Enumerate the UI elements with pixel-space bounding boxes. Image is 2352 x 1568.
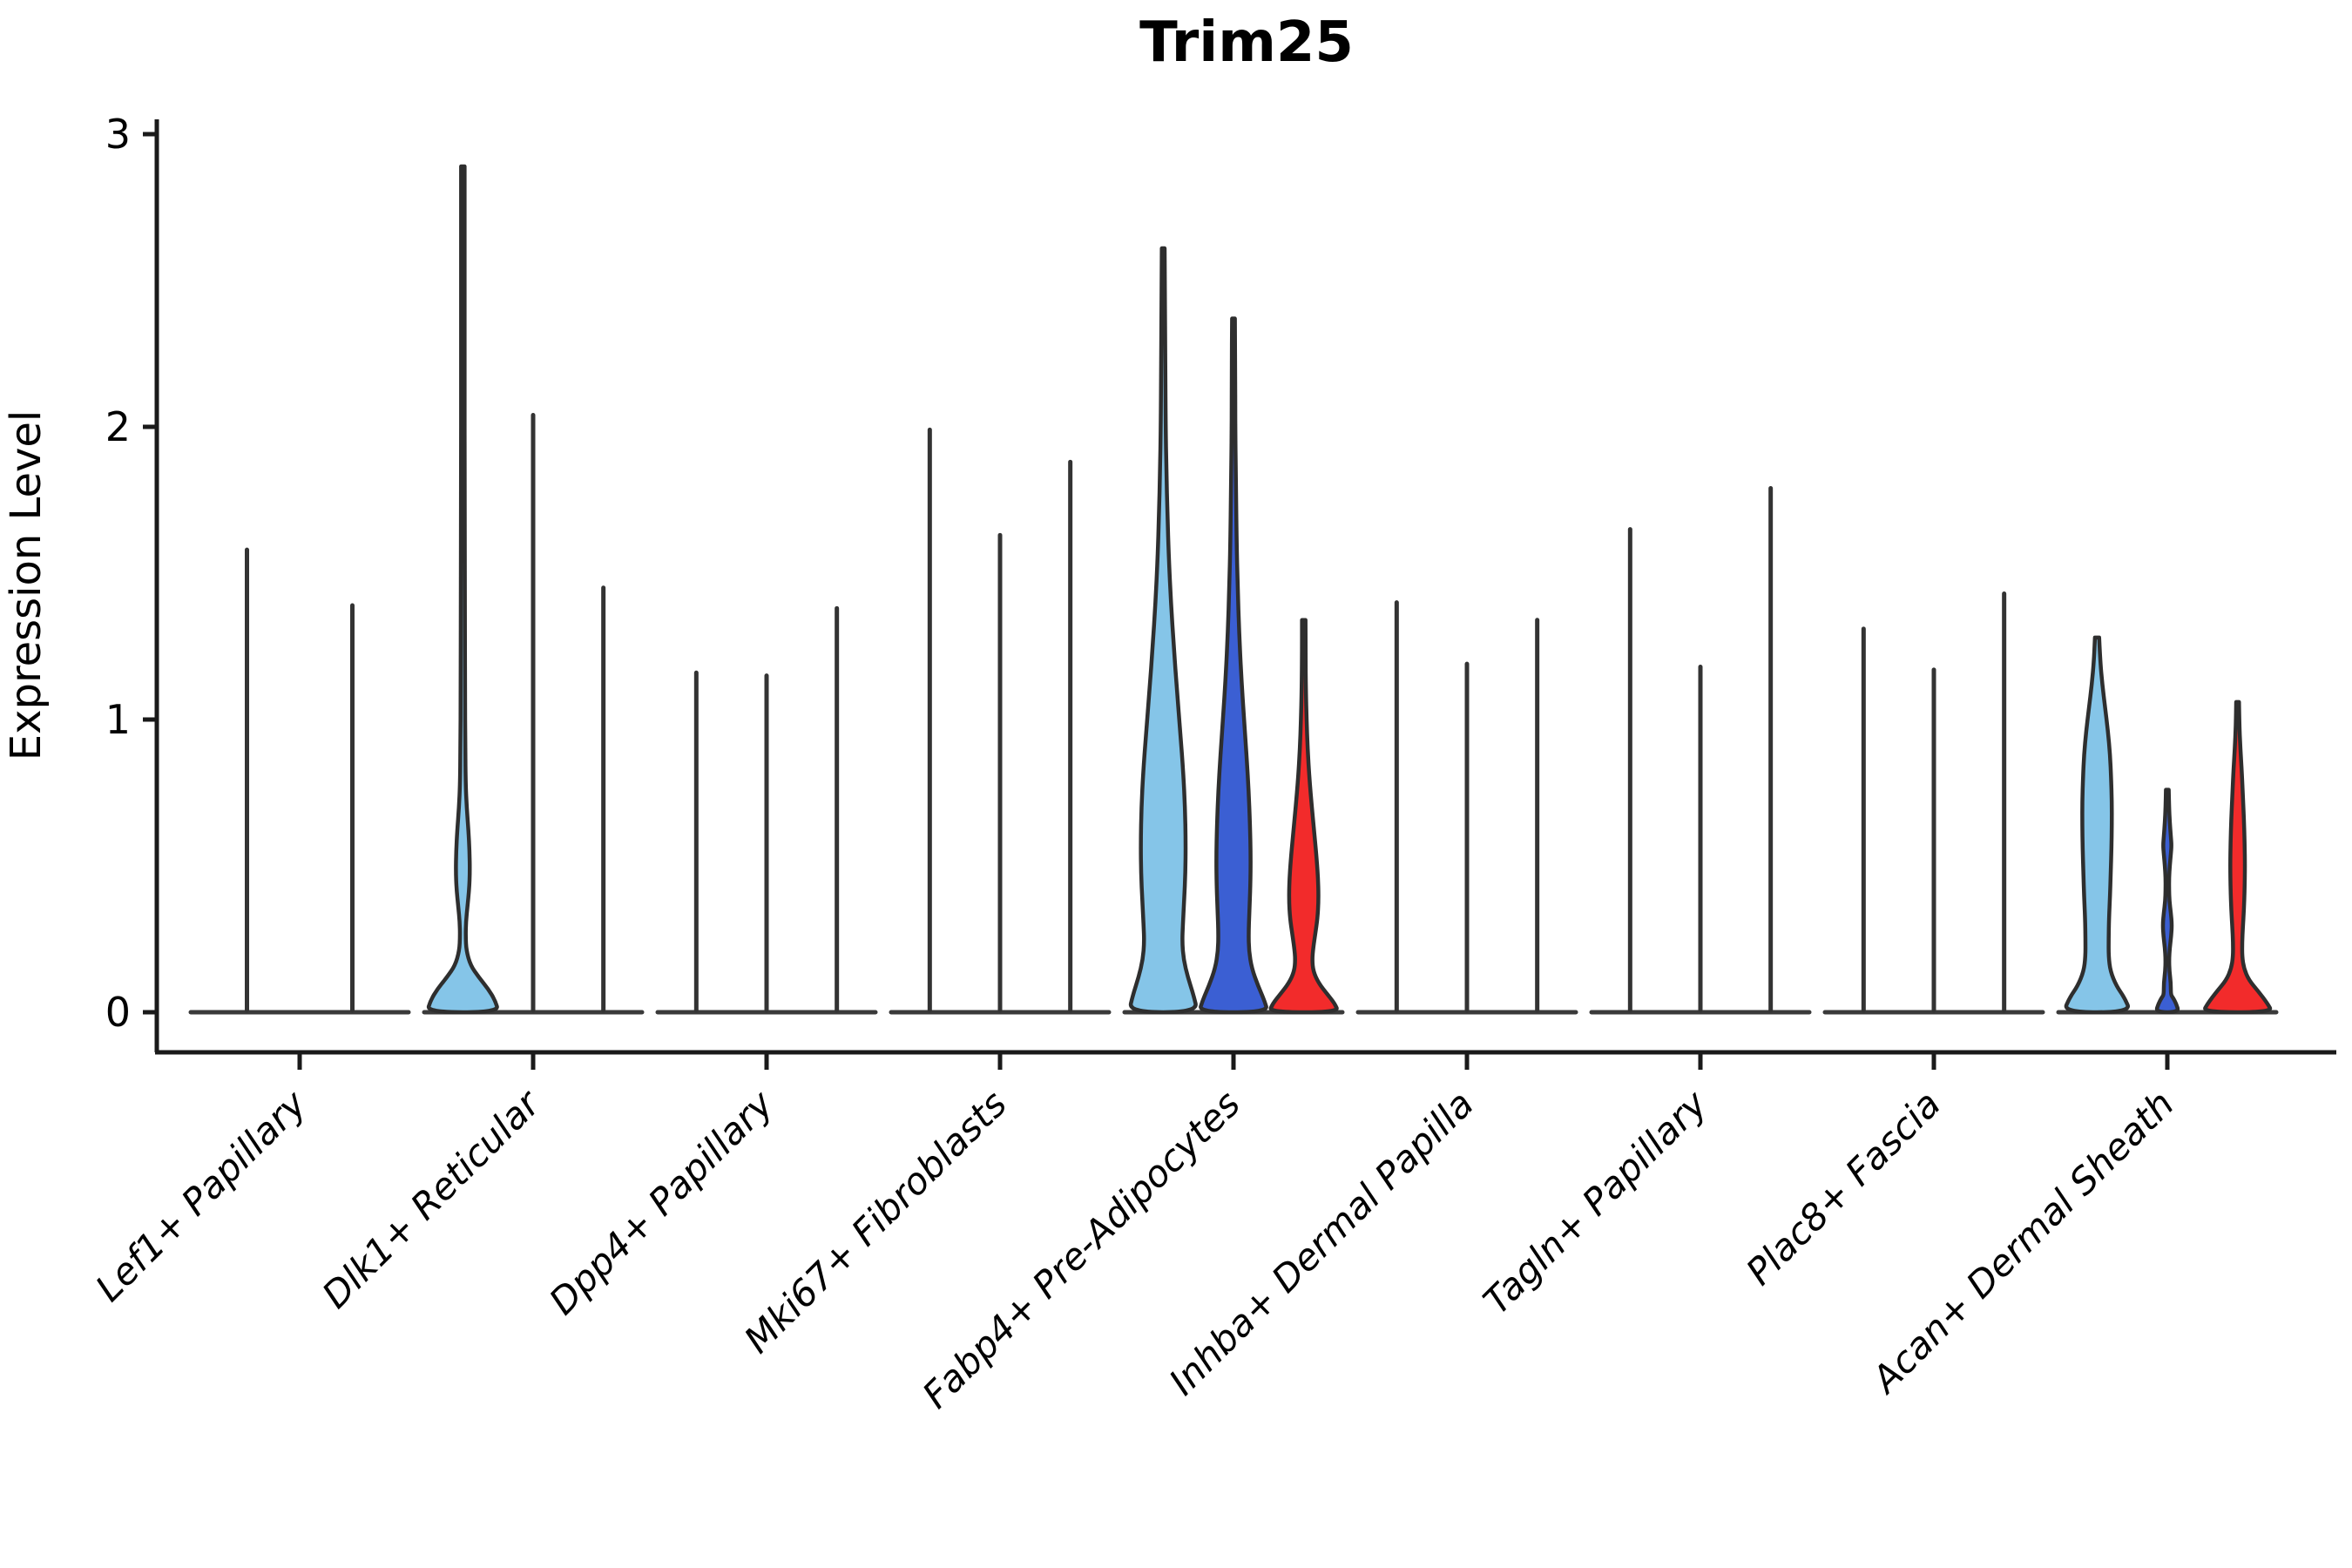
violin-5-2-body <box>1199 316 1268 1015</box>
violin-5-1-body <box>1128 246 1198 1015</box>
axes-layer: 0 1 2 3 <box>105 111 2336 1070</box>
violin-5-3-body <box>1268 618 1339 1015</box>
y-tick-label: 0 <box>105 989 131 1036</box>
violin-9-1-body <box>2064 635 2130 1015</box>
y-tick-label: 1 <box>105 696 131 743</box>
violin-2-1-body <box>426 164 499 1015</box>
violin-layer <box>188 164 2279 1015</box>
chart-title: Trim25 <box>1139 10 1354 75</box>
y-tick-label: 2 <box>105 403 131 450</box>
y-tick-label: 3 <box>105 111 131 158</box>
y-axis-label: Expression Level <box>2 410 51 761</box>
violin-9-2-body <box>2154 787 2180 1015</box>
violin-9-3-body <box>2203 700 2273 1015</box>
